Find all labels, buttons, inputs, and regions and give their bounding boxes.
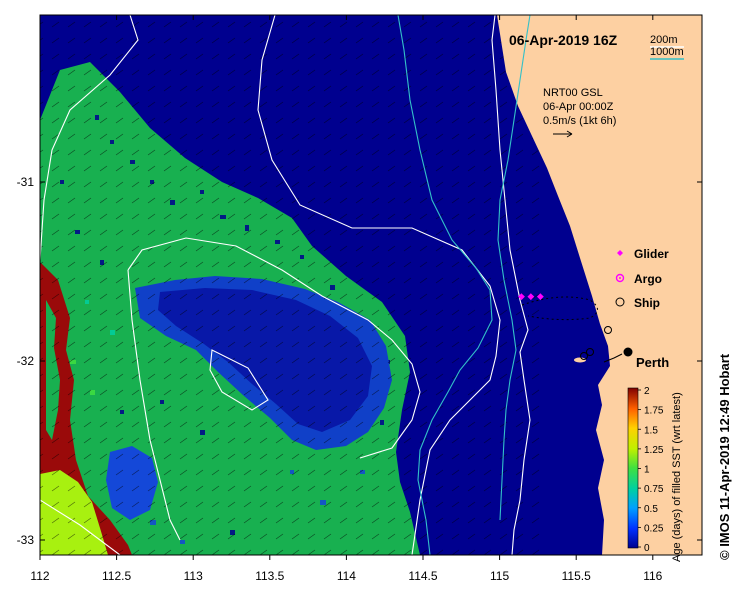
land-mass — [497, 15, 702, 555]
colorbar-label: Age (days) of filled SST (wrt latest) — [671, 392, 683, 562]
map-plot-area: ◆ ◆ ◆ Perth 06-Apr-2019 16Z 200m 1000m N… — [40, 15, 702, 555]
colorbar-ticks: 2 1.75 1.5 1.25 1 0.75 0.5 0.25 0 — [638, 386, 664, 554]
x-tick-label: 113.5 — [255, 569, 284, 583]
x-tick-label: 113 — [184, 569, 203, 583]
x-tick-label: 114.5 — [408, 569, 437, 583]
contour-200m — [491, 15, 531, 555]
y-axis: -31 -32 -33 — [17, 175, 702, 547]
contour-inner-white — [40, 237, 421, 555]
colorbar-tick-label: 0 — [644, 543, 650, 554]
x-tick-label: 116 — [643, 569, 662, 583]
contour-1000m — [397, 15, 531, 555]
x-tick-label: 115 — [490, 569, 509, 583]
colorbar-tick-label: 1.5 — [644, 425, 658, 436]
x-tick-label: 112.5 — [102, 569, 131, 583]
glider-marker: ◆ ◆ ◆ — [518, 291, 544, 301]
current-vectors — [40, 15, 540, 555]
perth-marker — [623, 347, 633, 357]
contour-outer-white — [40, 15, 501, 555]
contour-legend-1000m: 1000m — [650, 46, 684, 58]
legend-argo-label: Argo — [634, 272, 662, 286]
ship-markers — [580, 326, 612, 360]
x-tick-label: 114 — [337, 569, 356, 583]
colorbar-tick-label: 1.25 — [644, 445, 664, 456]
colorbar-tick-label: 1 — [644, 465, 650, 476]
current-date: 06-Apr 00:00Z — [543, 101, 614, 113]
swan-river — [603, 353, 623, 363]
colorbar — [627, 387, 639, 549]
y-tick-label: -33 — [17, 533, 35, 547]
glider-icon — [617, 250, 623, 256]
argo-icon — [615, 273, 625, 283]
current-scale: 0.5m/s (1kt 6h) — [543, 115, 616, 127]
colorbar-tick-label: 1.75 — [644, 406, 664, 417]
y-tick-label: -31 — [17, 175, 35, 189]
x-axis: 112 112.5 113 113.5 114 114.5 115 115.5 116 — [30, 15, 663, 583]
current-product: NRT00 GSL — [543, 87, 603, 99]
glider-track: ◆ ◆ ◆ — [518, 291, 598, 321]
symbol-legend: Glider Argo Ship — [615, 247, 669, 310]
current-scale-arrowhead — [566, 130, 573, 138]
city-label: Perth — [636, 355, 669, 370]
x-tick-label: 115.5 — [562, 569, 591, 583]
legend-glider-label: Glider — [634, 247, 669, 261]
ship-icon — [615, 297, 625, 307]
colorbar-tick-label: 0.5 — [644, 504, 658, 515]
legend-ship-label: Ship — [634, 296, 660, 310]
plot-frame — [39, 14, 703, 556]
colorbar-tick-label: 0.75 — [644, 484, 664, 495]
colorbar-tick-label: 0.25 — [644, 523, 664, 534]
rottnest-island — [574, 357, 586, 363]
credit-text: © IMOS 11-Apr-2019 12:49 Hobart — [717, 353, 732, 560]
contour-legend-200m: 200m — [650, 34, 678, 46]
map-title: 06-Apr-2019 16Z — [509, 32, 618, 48]
colorbar-tick-label: 2 — [644, 386, 650, 397]
x-tick-label: 112 — [30, 569, 49, 583]
y-tick-label: -32 — [17, 354, 35, 368]
